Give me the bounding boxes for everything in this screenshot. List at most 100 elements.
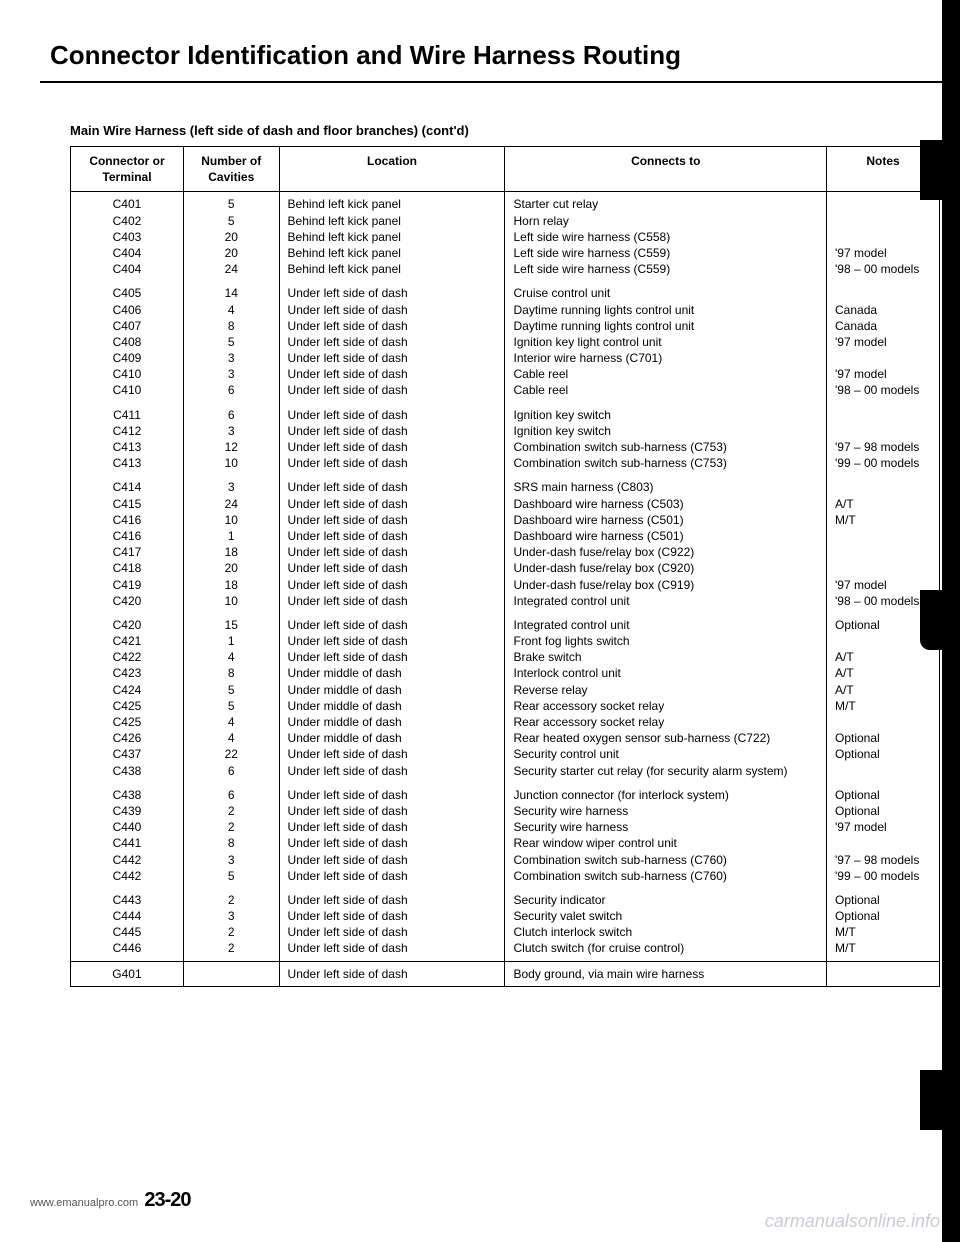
cell-terminal: C407 xyxy=(79,318,175,334)
cell-location: Under left side of dash xyxy=(288,940,497,956)
cell-notes: '97 model xyxy=(835,366,931,382)
cell-notes xyxy=(835,229,931,245)
cell-connects: Combination switch sub-harness (C760) xyxy=(513,852,818,868)
cell-cavities: 4 xyxy=(192,714,271,730)
cell-notes: Optional xyxy=(835,787,931,803)
cell-terminal: C422 xyxy=(79,649,175,665)
cell-location: Behind left kick panel xyxy=(288,229,497,245)
cell-notes: Canada xyxy=(835,302,931,318)
cell-cavities: 18 xyxy=(192,577,271,593)
cell-terminal: C445 xyxy=(79,924,175,940)
cell-terminal: C408 xyxy=(79,334,175,350)
cell-location: Under left side of dash xyxy=(288,835,497,851)
cell-connects: Left side wire harness (C559) xyxy=(513,245,818,261)
cell-cavities: 3 xyxy=(192,423,271,439)
cell-terminal: C420 xyxy=(79,593,175,609)
cell-connects: Under-dash fuse/relay box (C919) xyxy=(513,577,818,593)
cell-notes xyxy=(827,961,940,986)
cell-location: Under left side of dash xyxy=(288,746,497,762)
cell-notes xyxy=(835,285,931,301)
cell-notes: '98 – 00 models xyxy=(835,593,931,609)
section-subtitle: Main Wire Harness (left side of dash and… xyxy=(70,123,920,138)
cell-cavities: 1 xyxy=(192,528,271,544)
cell-terminal: C414 xyxy=(79,479,175,495)
cell-location: Under middle of dash xyxy=(288,730,497,746)
cell-connects: Junction connector (for interlock system… xyxy=(513,787,818,803)
cell-connects: Combination switch sub-harness (C753) xyxy=(513,439,818,455)
cell-terminal: C438 xyxy=(79,763,175,779)
cell-connects: Rear accessory socket relay xyxy=(513,698,818,714)
cell-notes xyxy=(835,633,931,649)
cell-cavities: 1 xyxy=(192,633,271,649)
cell-notes xyxy=(835,196,931,212)
cell-notes xyxy=(835,213,931,229)
cell-connects: Left side wire harness (C559) xyxy=(513,261,818,277)
cell-notes: A/T xyxy=(835,665,931,681)
cell-notes xyxy=(835,407,931,423)
cell-notes: '99 – 00 models xyxy=(835,868,931,884)
cell-terminal: C401 xyxy=(79,196,175,212)
col-header-location: Location xyxy=(279,147,505,192)
cell-location: Under left side of dash xyxy=(288,908,497,924)
cell-cavities: 3 xyxy=(192,366,271,382)
cell-cavities: 4 xyxy=(192,730,271,746)
cell-cavities: 6 xyxy=(192,407,271,423)
cell-terminal: C423 xyxy=(79,665,175,681)
cell-location: Under left side of dash xyxy=(288,512,497,528)
cell-notes: '98 – 00 models xyxy=(835,261,931,277)
cell-location: Under left side of dash xyxy=(288,528,497,544)
cell-cavities: 2 xyxy=(192,819,271,835)
cell-cavities: 24 xyxy=(192,261,271,277)
cell-connects: Interlock control unit xyxy=(513,665,818,681)
cell-cavities: 3 xyxy=(192,479,271,495)
cell-notes: Optional xyxy=(835,908,931,924)
cell-cavities: 3 xyxy=(192,852,271,868)
cell-terminal: C410 xyxy=(79,366,175,382)
cell-notes: '97 – 98 models xyxy=(835,439,931,455)
cell-cavities: 5 xyxy=(192,196,271,212)
cell-connects: Rear accessory socket relay xyxy=(513,714,818,730)
cell-location: Under left side of dash xyxy=(288,924,497,940)
cell-terminal: C444 xyxy=(79,908,175,924)
cell-notes: A/T xyxy=(835,496,931,512)
cell-terminal: C413 xyxy=(79,455,175,471)
cell-cavities: 8 xyxy=(192,665,271,681)
cell-terminal: C409 xyxy=(79,350,175,366)
cell-cavities: 6 xyxy=(192,763,271,779)
cell-terminal: C420 xyxy=(79,617,175,633)
cell-terminal: C416 xyxy=(79,528,175,544)
cell-location: Under middle of dash xyxy=(288,698,497,714)
cell-notes: '97 model xyxy=(835,577,931,593)
cell-terminal: C421 xyxy=(79,633,175,649)
cell-terminal: C440 xyxy=(79,819,175,835)
cell-connects: Ignition key light control unit xyxy=(513,334,818,350)
cell-location: Under left side of dash xyxy=(288,496,497,512)
cell-connects: Front fog lights switch xyxy=(513,633,818,649)
cell-cavities: 20 xyxy=(192,245,271,261)
cell-cavities: 22 xyxy=(192,746,271,762)
cell-location: Under left side of dash xyxy=(288,787,497,803)
cell-notes: Optional xyxy=(835,803,931,819)
cell-location: Under left side of dash xyxy=(288,868,497,884)
cell-cavities xyxy=(183,961,279,986)
cell-notes: Optional xyxy=(835,746,931,762)
cell-cavities: 24 xyxy=(192,496,271,512)
cell-connects: Security control unit xyxy=(513,746,818,762)
cell-notes: Canada xyxy=(835,318,931,334)
col-header-terminal: Connector or Terminal xyxy=(71,147,184,192)
cell-cavities: 18 xyxy=(192,544,271,560)
cell-connects: Under-dash fuse/relay box (C920) xyxy=(513,560,818,576)
title-rule xyxy=(40,81,960,83)
cell-location: Under left side of dash xyxy=(288,633,497,649)
cell-terminal: C411 xyxy=(79,407,175,423)
cell-connects: Reverse relay xyxy=(513,682,818,698)
cell-cavities: 3 xyxy=(192,350,271,366)
page-title: Connector Identification and Wire Harnes… xyxy=(50,40,920,71)
cell-cavities: 5 xyxy=(192,334,271,350)
cell-notes xyxy=(835,479,931,495)
cell-cavities: 15 xyxy=(192,617,271,633)
cell-cavities: 6 xyxy=(192,787,271,803)
cell-location: Under left side of dash xyxy=(288,819,497,835)
page-number: 23-20 xyxy=(144,1189,190,1211)
cell-cavities: 10 xyxy=(192,455,271,471)
